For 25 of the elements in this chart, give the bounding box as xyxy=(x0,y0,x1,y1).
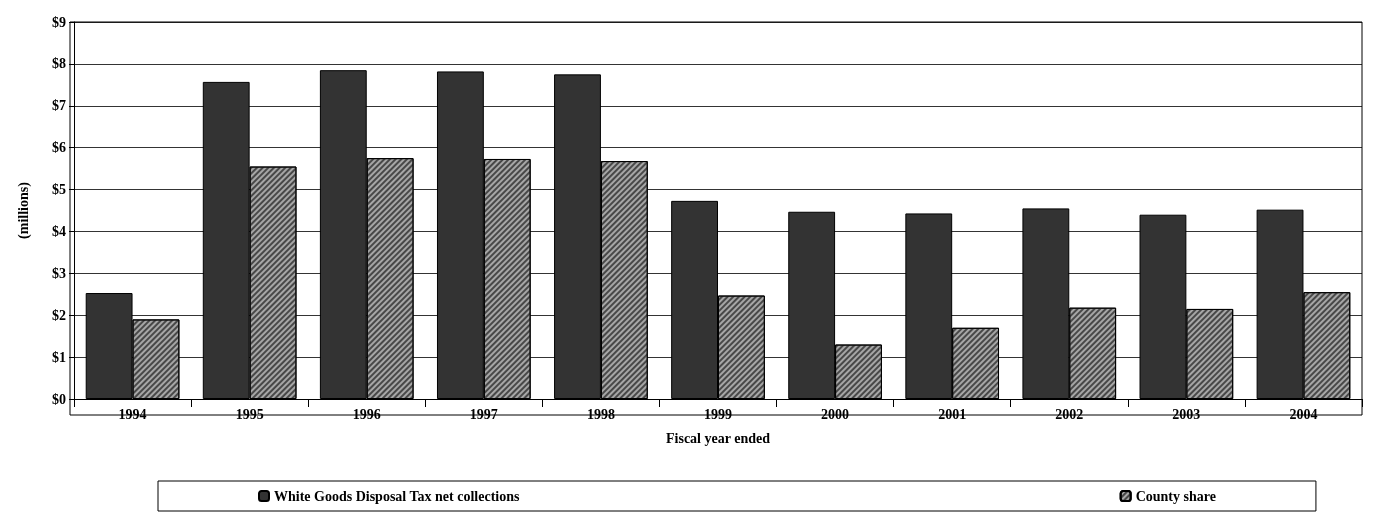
x-tick-label: 1999 xyxy=(704,406,732,422)
x-tick-label: 1998 xyxy=(586,406,615,422)
x-tick-label: 2003 xyxy=(1172,406,1201,422)
x-tick-label: 1995 xyxy=(235,406,264,422)
y-tick-label: $7 xyxy=(52,98,66,114)
x-axis-title: Fiscal year ended xyxy=(666,430,771,446)
x-tick-label: 1996 xyxy=(352,406,381,422)
y-tick-label: $5 xyxy=(52,182,66,198)
legend-label: White Goods Disposal Tax net collections xyxy=(274,488,520,504)
x-tick-label: 2000 xyxy=(821,406,850,422)
y-tick-label: $6 xyxy=(52,140,66,156)
y-tick-label: $1 xyxy=(52,349,66,365)
y-axis-title: (millions) xyxy=(15,181,32,239)
x-tick-label: 2004 xyxy=(1289,406,1318,422)
y-tick-label: $4 xyxy=(52,223,66,239)
y-tick-label: $9 xyxy=(52,14,66,30)
x-tick-label: 2001 xyxy=(938,406,967,422)
x-tick-label: 1994 xyxy=(118,406,147,422)
y-tick-label: $3 xyxy=(52,265,66,281)
x-tick-label: 2002 xyxy=(1055,406,1084,422)
legend-label: County share xyxy=(1135,488,1216,504)
x-tick-label: 1997 xyxy=(469,406,498,422)
y-tick-label: $8 xyxy=(52,56,66,72)
y-tick-label: $0 xyxy=(52,391,66,407)
y-tick-label: $2 xyxy=(52,307,66,323)
